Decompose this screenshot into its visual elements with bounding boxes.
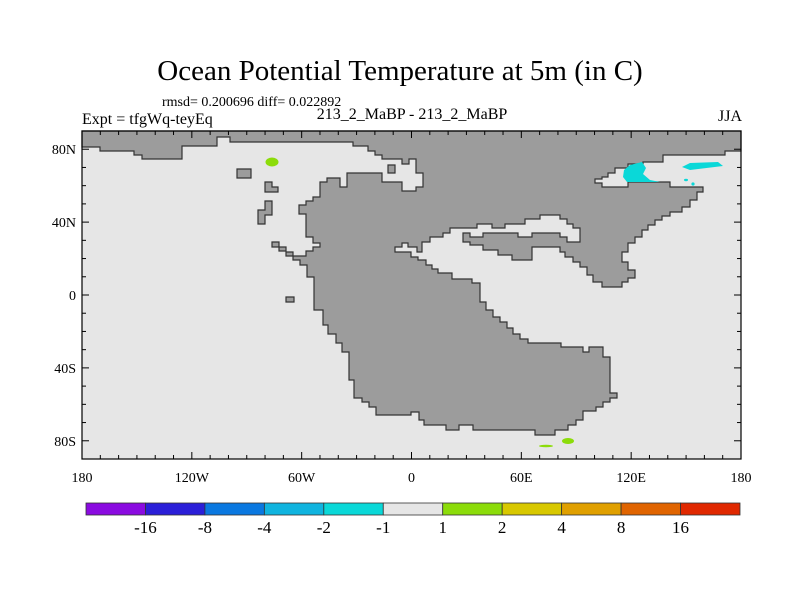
y-tick-label: 80S	[54, 435, 76, 450]
colorbar-swatch	[85, 502, 146, 516]
x-tick-label: 60E	[510, 471, 533, 486]
land-mass-main	[81, 130, 742, 436]
colorbar-label: 1	[438, 518, 447, 537]
colorbar-label: 8	[617, 518, 626, 537]
y-axis-labels: 80N 40N 0 40S 80S	[52, 143, 76, 450]
colorbar-label: -8	[198, 518, 212, 537]
island	[387, 164, 396, 174]
anomaly-cyan-patch	[682, 162, 723, 170]
colorbar-swatch	[680, 502, 741, 516]
island	[271, 241, 294, 257]
stats-text: rmsd= 0.200696 diff= 0.022892	[162, 95, 342, 110]
season-label: JJA	[717, 108, 742, 125]
colorbar: -16 -8 -4 -2 -1 1 2 4 8 16	[85, 502, 741, 537]
anomaly-green-patch	[562, 438, 574, 444]
x-tick-label: 180	[731, 471, 752, 486]
island	[264, 181, 279, 193]
x-tick-label: 120E	[616, 471, 646, 486]
anomaly-cyan-dot	[684, 178, 688, 182]
colorbar-label: -16	[134, 518, 157, 537]
land-layer	[81, 130, 742, 436]
axis-ticks	[81, 130, 742, 460]
y-tick-label: 40S	[54, 362, 76, 377]
y-tick-label: 80N	[52, 143, 76, 158]
anomaly-green-patch	[265, 157, 279, 167]
x-tick-label: 60W	[288, 471, 316, 486]
colorbar-swatch	[263, 502, 325, 516]
colorbar-swatch	[620, 502, 681, 516]
colorbar-label: 2	[498, 518, 507, 537]
colorbar-swatch	[442, 502, 503, 516]
colorbar-label: -1	[376, 518, 390, 537]
anomaly-green-patch	[539, 444, 553, 448]
experiment-label: Expt = tfgWq-teyEq	[82, 111, 213, 128]
colorbar-swatch	[561, 502, 622, 516]
comparison-label: 213_2_MaBP - 213_2_MaBP	[316, 106, 508, 123]
anomaly-layer	[265, 157, 723, 448]
anomaly-cyan-patch	[623, 162, 660, 182]
island	[285, 296, 295, 303]
x-axis-labels: 180 120W 60W 0 60E 120E 180	[72, 471, 752, 486]
colorbar-label: 16	[672, 518, 689, 537]
island	[236, 168, 252, 179]
island	[257, 200, 273, 225]
colorbar-swatch	[204, 502, 265, 516]
anomaly-cyan-dot	[691, 182, 695, 186]
colorbar-label: 4	[557, 518, 566, 537]
colorbar-swatch	[382, 502, 444, 516]
colorbar-swatch	[145, 502, 206, 516]
colorbar-label: -2	[317, 518, 331, 537]
colorbar-swatch	[501, 502, 563, 516]
x-tick-label: 0	[408, 471, 415, 486]
y-tick-label: 40N	[52, 216, 76, 231]
colorbar-swatch	[323, 502, 384, 516]
chart-title: Ocean Potential Temperature at 5m (in C)	[157, 55, 643, 87]
x-tick-label: 180	[72, 471, 93, 486]
colorbar-label: -4	[257, 518, 272, 537]
x-tick-label: 120W	[175, 471, 210, 486]
y-tick-label: 0	[69, 289, 76, 304]
